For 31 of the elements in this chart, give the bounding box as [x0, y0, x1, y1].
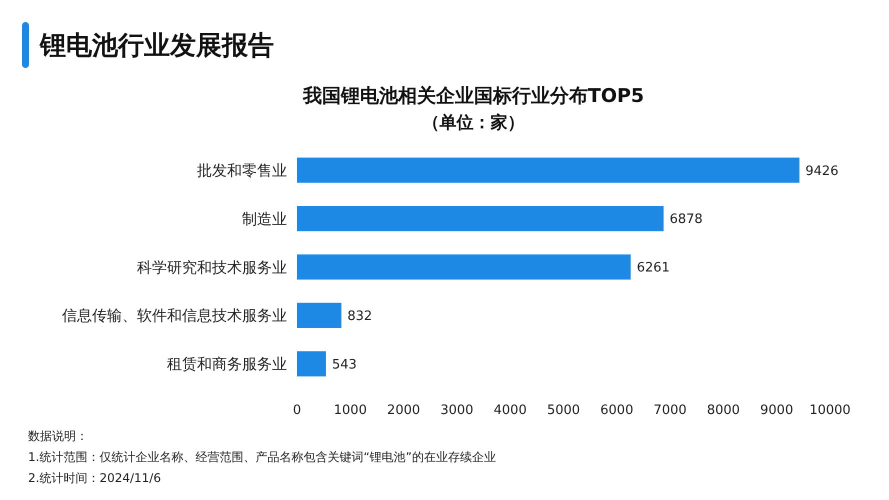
data-label: 543	[332, 357, 357, 372]
x-tick-label: 4000	[494, 403, 527, 418]
data-label: 9426	[805, 164, 838, 179]
data-label: 6878	[670, 212, 703, 228]
bar	[297, 254, 631, 280]
y-tick-label: 租赁和商务服务业	[167, 355, 287, 374]
x-tick-label: 5000	[546, 403, 580, 418]
bar	[297, 302, 342, 328]
y-tick-label: 批发和零售业	[197, 161, 287, 180]
x-tick-label: 1000	[334, 403, 367, 418]
x-tick-label: 0	[292, 403, 302, 418]
bar	[297, 158, 800, 183]
chart-subtitle: 我国锂电池相关企业国标行业分布TOP5 （单位：家）	[302, 85, 644, 133]
x-tick-label: 7000	[654, 403, 687, 418]
data-label: 832	[347, 308, 372, 324]
y-tick-label: 科学研究和技术服务业	[137, 258, 287, 276]
x-tick-label: 3000	[440, 403, 474, 418]
x-tick-label: 2000	[387, 403, 420, 418]
bar	[297, 351, 326, 376]
x-tick-label: 10000	[809, 403, 851, 418]
bar	[297, 206, 664, 232]
text: 2.统计时间：2024/11/6	[28, 471, 161, 485]
data-label: 6261	[636, 260, 670, 276]
y-tick-label: 信息传输、软件和信息技术服务业	[62, 306, 287, 325]
chart-title: 锂电池行业发展报告	[39, 31, 274, 61]
text: 数据说明：	[28, 429, 88, 443]
y-tick-label: 制造业	[242, 210, 287, 228]
text: 1.统计范围：仅统计企业名称、经营范围、产品名称包含关键词“锂电池”的在业存续企业	[28, 450, 496, 464]
x-tick-label: 9000	[760, 403, 794, 418]
x-tick-label: 8000	[706, 403, 740, 418]
x-tick-label: 6000	[600, 403, 634, 418]
